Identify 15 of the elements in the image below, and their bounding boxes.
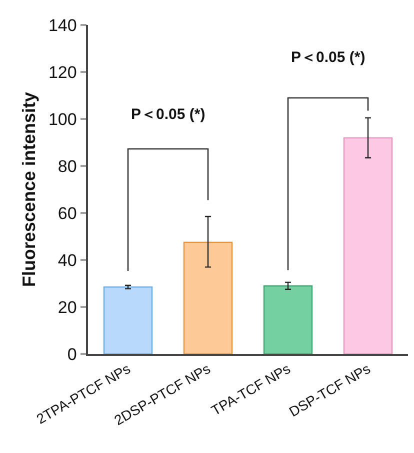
bar bbox=[343, 137, 393, 354]
y-tick-label: 20 bbox=[58, 298, 77, 317]
bar bbox=[103, 286, 153, 354]
y-tick-label: 120 bbox=[48, 62, 77, 82]
y-tick-label: 0 bbox=[67, 344, 77, 364]
y-tick-label: 100 bbox=[48, 110, 77, 129]
y-tick-label: 60 bbox=[58, 204, 77, 223]
bar bbox=[183, 242, 233, 354]
y-tick-label: 80 bbox=[58, 156, 77, 176]
annotation: P＜0.05 (*) bbox=[131, 106, 206, 123]
y-axis-title: Fluorescence intensity bbox=[19, 92, 40, 288]
y-tick-label: 140 bbox=[48, 16, 77, 35]
annotation: P＜0.05 (*) bbox=[291, 49, 366, 66]
bar bbox=[263, 285, 313, 354]
y-tick-label: 40 bbox=[58, 250, 77, 270]
